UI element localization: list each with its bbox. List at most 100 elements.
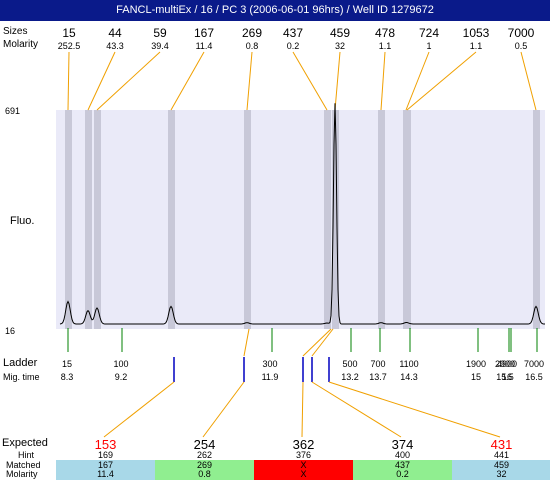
ytick-top: 691 <box>5 106 20 116</box>
expected-label: Expected <box>2 437 48 449</box>
peak-molarity-7000: 0.5 <box>515 41 528 51</box>
ladder-migtime-1900: 15 <box>471 372 481 382</box>
ladder-size-4900: 4900 <box>497 359 517 369</box>
peak-size-44: 44 <box>108 26 122 40</box>
molarity-value-2: X <box>300 469 307 479</box>
peak-size-437: 437 <box>283 26 303 40</box>
expected-leader-0 <box>103 381 175 438</box>
ladder-migtime-7000: 16.5 <box>525 372 543 382</box>
expected-leader-2 <box>301 381 304 438</box>
ladder-size-15: 15 <box>62 359 72 369</box>
expected-value-0: 153 <box>94 437 117 452</box>
peak-molarity-459: 32 <box>335 41 345 51</box>
peak-size-459: 459 <box>330 26 350 40</box>
leader-line-724 <box>405 51 430 111</box>
status-cell-4 <box>452 460 550 480</box>
peak-band-167 <box>168 110 175 329</box>
leader-line-269 <box>246 51 253 111</box>
matched-value-1: 269 <box>196 460 213 470</box>
molarity-value-0: 11.4 <box>97 469 114 479</box>
leader-line-59 <box>96 51 161 111</box>
ladder-migtime-500: 13.2 <box>341 372 359 382</box>
window-title: FANCL-multiEx / 16 / PC 3 (2006-06-01 96… <box>0 0 550 21</box>
peak-size-7000: 7000 <box>508 26 535 40</box>
leader-line-459 <box>334 51 341 111</box>
peak-size-269: 269 <box>242 26 262 40</box>
peak-molarity-59: 39.4 <box>151 41 169 51</box>
matched-value-4: 459 <box>493 460 510 470</box>
ladder-size-500: 500 <box>342 359 357 369</box>
peak-band-1053 <box>404 110 411 329</box>
peak-molarity-478: 1.1 <box>379 41 392 51</box>
peak-molarity-724: 1 <box>426 41 431 51</box>
ladder-label: Ladder <box>3 357 38 369</box>
leader-line-1053 <box>406 51 477 111</box>
leader-line-15 <box>67 51 70 111</box>
leader-line-437 <box>292 51 328 111</box>
peak-molarity-44: 43.3 <box>106 41 124 51</box>
electropherogram-chart: Sizes Molarity Fluo. 691 16 Ladder Mig. … <box>3 26 545 438</box>
hint-value-4: 441 <box>493 450 510 460</box>
peak-band-59 <box>94 110 101 329</box>
peak-leader-lines <box>67 51 537 111</box>
molarity-label: Molarity <box>3 39 38 50</box>
hint-value-3: 400 <box>394 450 411 460</box>
leader-line-478 <box>380 51 386 111</box>
peak-band-269 <box>244 110 251 329</box>
peak-size-724: 724 <box>419 26 439 40</box>
status-cell-3 <box>353 460 452 480</box>
leader-line-44 <box>87 51 116 111</box>
peak-molarity-15: 252.5 <box>58 41 81 51</box>
ladder-size-7000: 7000 <box>524 359 544 369</box>
expected-value-3: 374 <box>391 437 414 452</box>
connector-a <box>302 328 332 357</box>
hint-label: Hint <box>18 450 35 460</box>
ladder-migtime-1100: 14.3 <box>400 372 418 382</box>
connector-c <box>243 328 250 357</box>
hint-value-1: 262 <box>196 450 213 460</box>
matched-label: Matched <box>6 460 41 470</box>
matched-value-2: X <box>300 460 307 470</box>
peak-size-1053: 1053 <box>463 26 490 40</box>
connector-b <box>311 328 334 357</box>
fluorescence-trace <box>59 103 545 325</box>
ladder-size-1100: 1100 <box>399 359 418 369</box>
mig-time-label: Mig. time <box>3 372 40 382</box>
ladder-size-700: 700 <box>370 359 385 369</box>
fluo-label: Fluo. <box>10 215 34 227</box>
ladder-migtime-2900: 15.5 <box>496 372 514 382</box>
status-cell-0 <box>56 460 155 480</box>
matched-value-3: 437 <box>394 460 411 470</box>
ladder-migtime-4900: 16 <box>502 372 512 382</box>
peak-molarity-269: 0.8 <box>246 41 259 51</box>
peak-band-44 <box>85 110 92 329</box>
ladder-markers: 15 8.3 100 9.2 300 11.9 500 13.2 700 13.7 1100 14.3… <box>61 328 544 382</box>
ladder-size-100: 100 <box>113 359 128 369</box>
molarity-value-3: 0.2 <box>396 469 409 479</box>
peak-band-437 <box>324 110 331 329</box>
expected-leader-1 <box>202 381 245 438</box>
leader-line-167 <box>170 51 205 111</box>
peak-band-7000 <box>533 110 540 329</box>
peak-molarity-1053: 1.1 <box>470 41 483 51</box>
hint-value-0: 169 <box>97 450 114 460</box>
peak-bands <box>65 110 540 329</box>
peak-size-59: 59 <box>153 26 167 40</box>
plot-area <box>56 110 545 329</box>
ladder-size-300: 300 <box>262 359 277 369</box>
expected-value-1: 254 <box>193 437 216 452</box>
sizes-label: Sizes <box>3 26 27 37</box>
molarity-bottom-label: Molarity <box>6 469 38 479</box>
expected-value-4: 431 <box>490 437 513 452</box>
expected-markers <box>103 328 501 438</box>
peak-molarity-437: 0.2 <box>287 41 300 51</box>
ladder-migtime-300: 11.9 <box>262 372 279 382</box>
peak-band-459 <box>332 110 339 329</box>
peak-band-478 <box>378 110 385 329</box>
peak-molarity-167: 11.4 <box>196 41 213 51</box>
expected-value-2: 362 <box>292 437 315 452</box>
ladder-migtime-100: 9.2 <box>115 372 128 382</box>
peak-size-478: 478 <box>375 26 395 40</box>
matched-value-0: 167 <box>97 460 114 470</box>
